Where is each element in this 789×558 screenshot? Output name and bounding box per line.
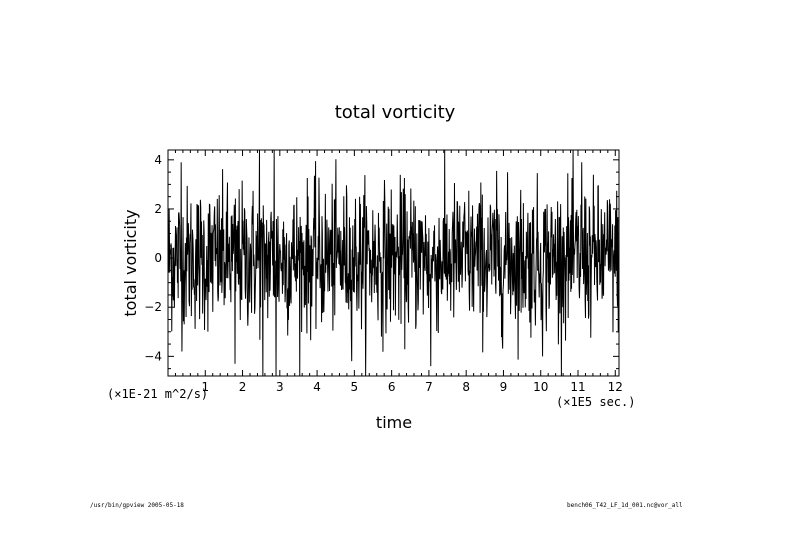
x-tick-label: 10 bbox=[533, 380, 548, 394]
y-tick-label: −4 bbox=[144, 349, 162, 363]
y-tick-label: 4 bbox=[154, 153, 162, 167]
x-units-label: (×1E5 sec.) bbox=[556, 395, 635, 409]
x-tick-label: 9 bbox=[500, 380, 508, 394]
series-line bbox=[167, 149, 620, 377]
x-tick-label: 8 bbox=[462, 380, 470, 394]
x-axis-label: time bbox=[376, 413, 412, 432]
x-tick-label: 5 bbox=[351, 380, 359, 394]
x-tick-label: 7 bbox=[425, 380, 433, 394]
x-tick-label: 11 bbox=[570, 380, 585, 394]
x-tick-label: 12 bbox=[608, 380, 623, 394]
x-tick-label: 2 bbox=[239, 380, 247, 394]
y-axis-label: total vorticity bbox=[121, 209, 140, 316]
y-tick-label: 2 bbox=[154, 202, 162, 216]
footer-left: /usr/bin/gpview 2005-05-18 bbox=[90, 502, 184, 509]
y-units-label: (×1E-21 m^2/s) bbox=[107, 387, 208, 401]
x-tick-label: 6 bbox=[388, 380, 396, 394]
x-tick-label: 3 bbox=[276, 380, 284, 394]
series-layer bbox=[167, 149, 620, 377]
x-tick-label: 4 bbox=[313, 380, 321, 394]
y-tick-label: 0 bbox=[154, 251, 162, 265]
x-tick-label: 1 bbox=[201, 380, 209, 394]
footer-right: bench06_T42_LF_1d_001.nc@vor_all bbox=[567, 502, 683, 509]
chart-title: total vorticity bbox=[335, 102, 456, 123]
y-tick-label: −2 bbox=[144, 300, 162, 314]
